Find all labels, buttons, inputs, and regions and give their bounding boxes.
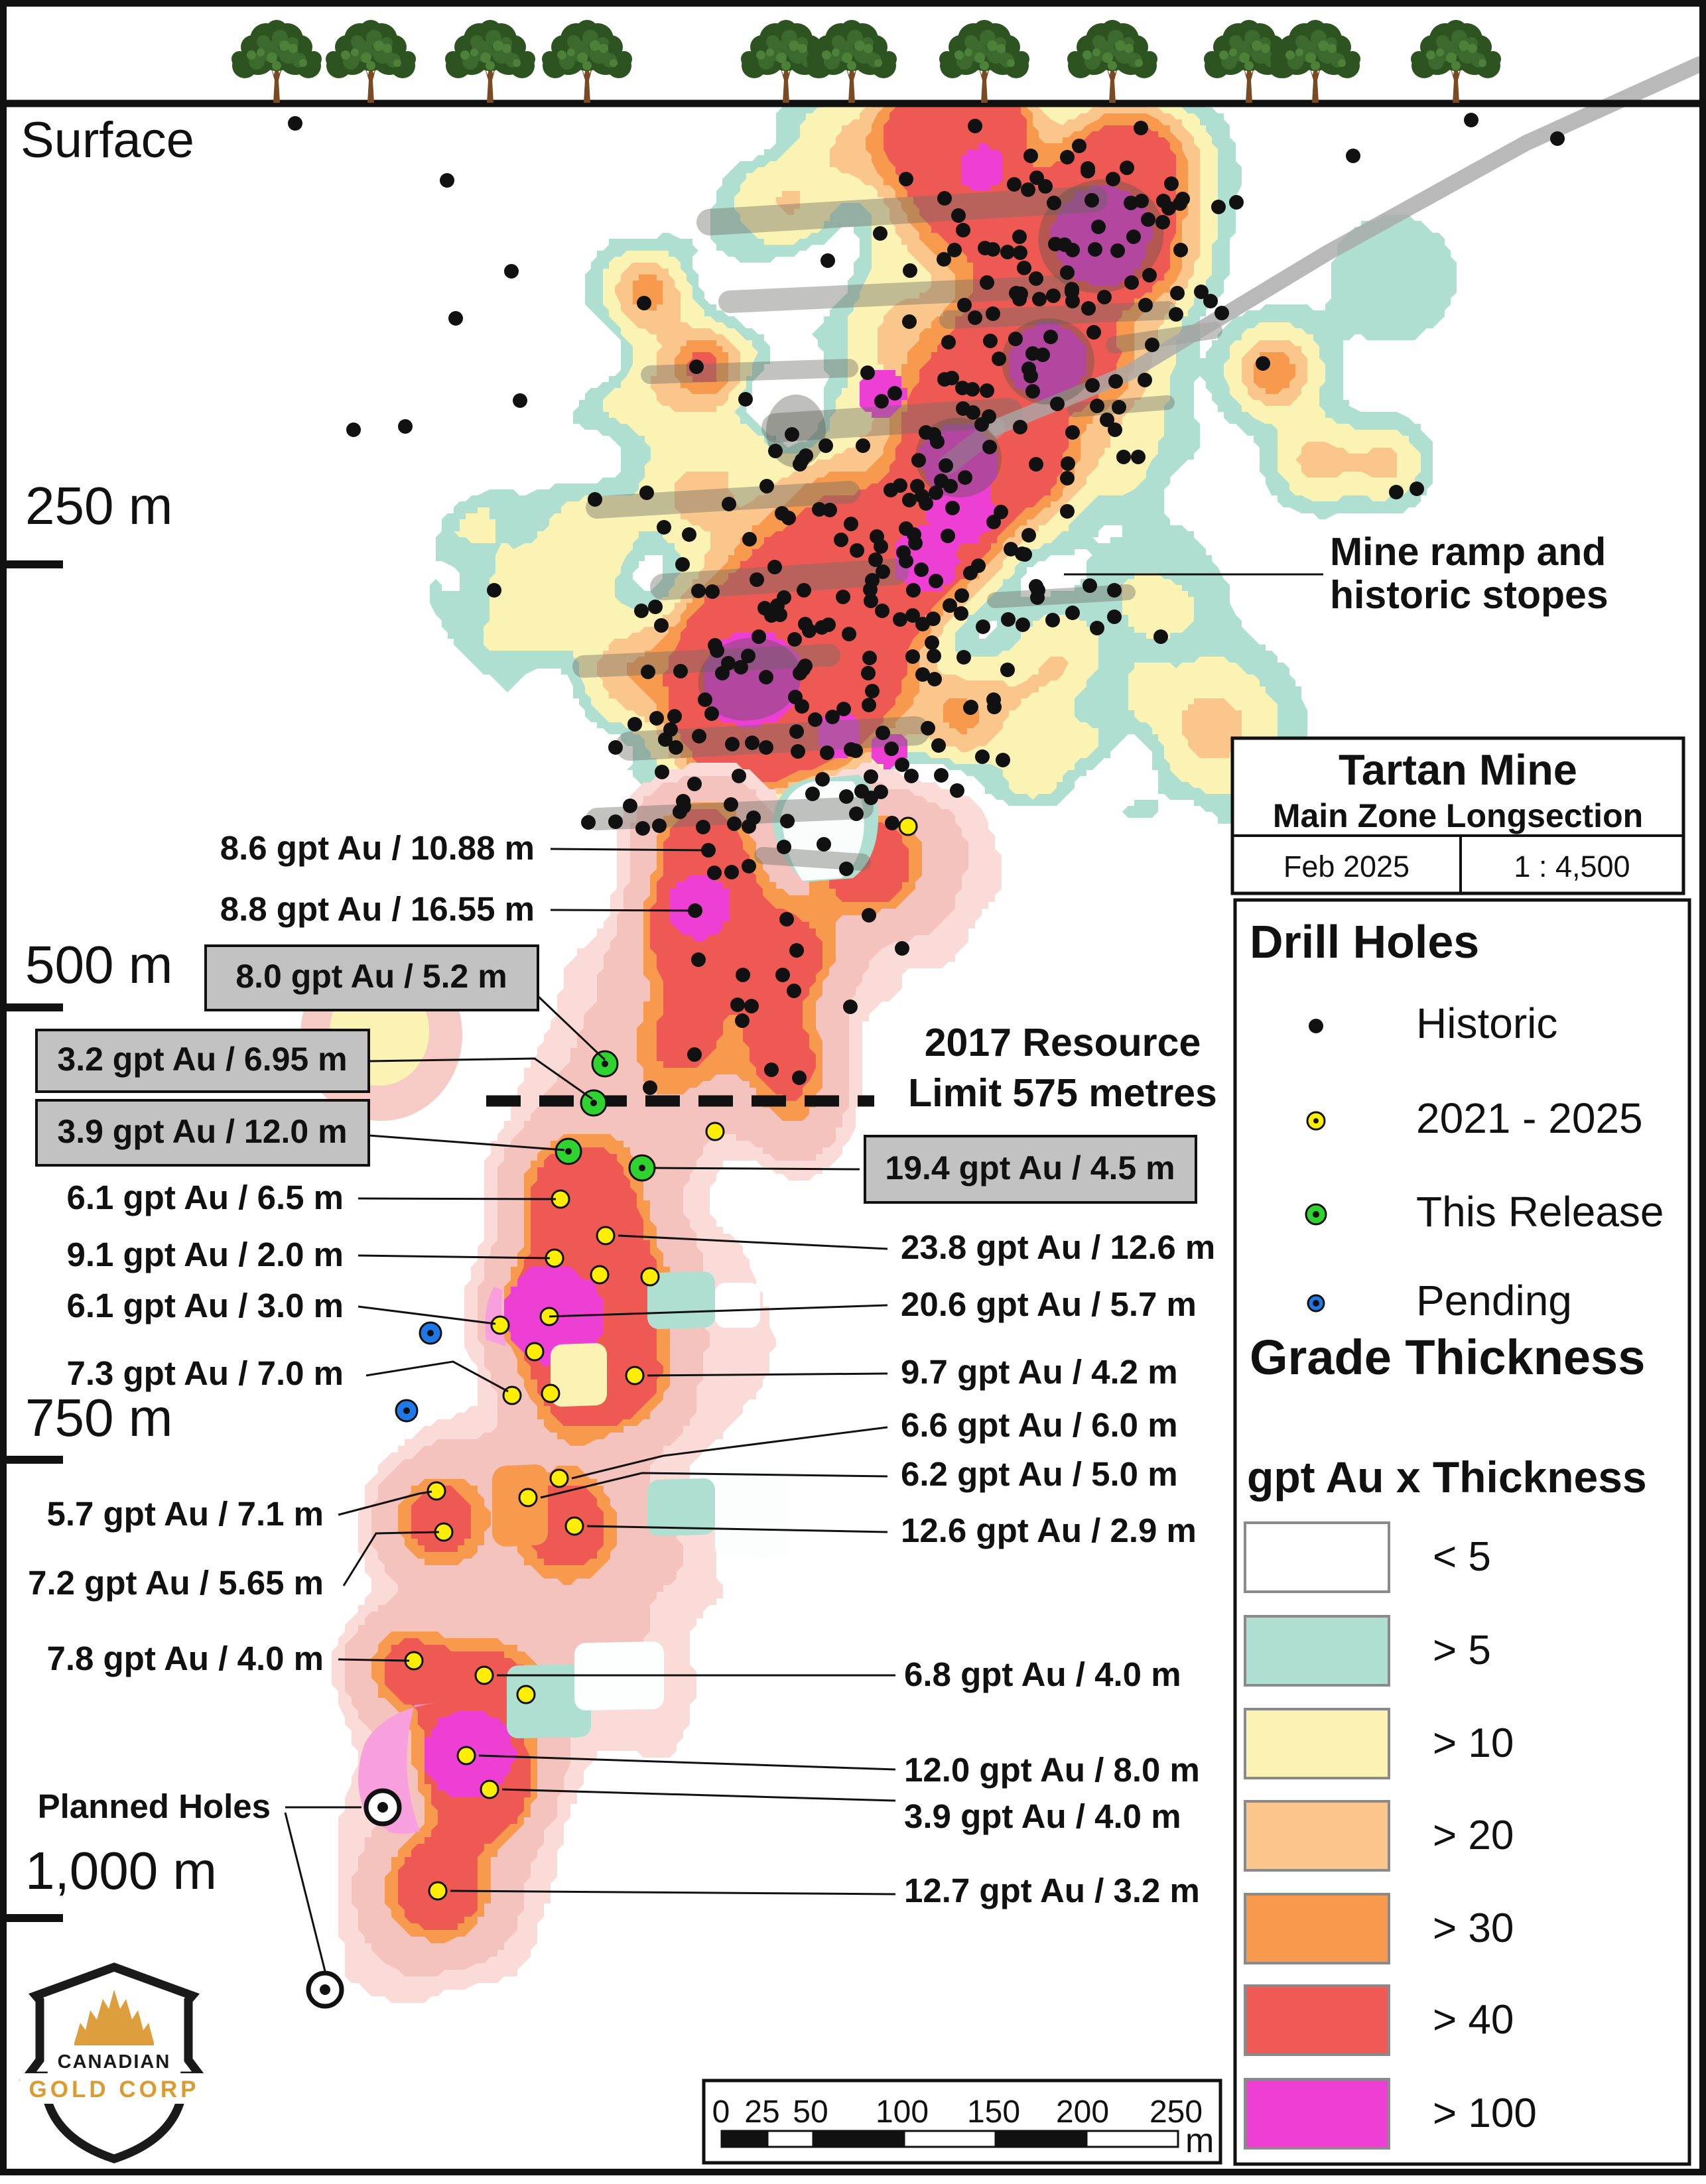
- svg-text:Drill Holes: Drill Holes: [1250, 916, 1479, 968]
- svg-text:8.6 gpt Au / 10.88 m: 8.6 gpt Au / 10.88 m: [220, 829, 535, 867]
- svg-text:7.2 gpt Au / 5.65 m: 7.2 gpt Au / 5.65 m: [28, 1564, 324, 1602]
- svg-text:8.0 gpt Au / 5.2 m: 8.0 gpt Au / 5.2 m: [235, 958, 507, 995]
- svg-text:Grade Thickness: Grade Thickness: [1250, 1330, 1645, 1385]
- svg-text:150: 150: [967, 2094, 1020, 2130]
- svg-text:25: 25: [744, 2094, 779, 2130]
- svg-text:200: 200: [1056, 2094, 1109, 2130]
- svg-text:100: 100: [876, 2094, 929, 2130]
- svg-text:8.8 gpt Au / 16.55 m: 8.8 gpt Au / 16.55 m: [220, 890, 535, 928]
- svg-text:19.4 gpt Au / 4.5 m: 19.4 gpt Au / 4.5 m: [885, 1149, 1175, 1187]
- svg-text:250: 250: [1149, 2094, 1203, 2130]
- svg-text:Historic: Historic: [1416, 999, 1557, 1047]
- svg-text:0: 0: [712, 2094, 730, 2130]
- svg-text:Feb 2025: Feb 2025: [1283, 850, 1410, 883]
- svg-text:50: 50: [793, 2094, 828, 2130]
- svg-text:m: m: [1185, 2122, 1214, 2160]
- svg-text:23.8 gpt Au / 12.6 m: 23.8 gpt Au / 12.6 m: [901, 1228, 1215, 1266]
- svg-text:7.3 gpt Au / 7.0 m: 7.3 gpt Au / 7.0 m: [66, 1354, 344, 1392]
- svg-text:< 5: < 5: [1433, 1534, 1491, 1580]
- svg-text:> 40: > 40: [1433, 1997, 1514, 2043]
- svg-text:2017 Resource: 2017 Resource: [925, 1021, 1201, 1064]
- svg-text:12.7 gpt Au / 3.2 m: 12.7 gpt Au / 3.2 m: [904, 1872, 1200, 1909]
- svg-text:6.1 gpt Au / 3.0 m: 6.1 gpt Au / 3.0 m: [66, 1287, 344, 1324]
- svg-text:CANADIAN: CANADIAN: [58, 2051, 171, 2073]
- svg-text:Tartan Mine: Tartan Mine: [1339, 745, 1577, 794]
- svg-text:Main Zone Longsection: Main Zone Longsection: [1273, 797, 1643, 834]
- svg-text:6.2 gpt Au / 5.0 m: 6.2 gpt Au / 5.0 m: [901, 1455, 1178, 1493]
- svg-text:250 m: 250 m: [25, 476, 172, 535]
- svg-text:Surface: Surface: [21, 112, 194, 168]
- svg-text:> 10: > 10: [1433, 1720, 1514, 1766]
- svg-text:6.6 gpt Au / 6.0 m: 6.6 gpt Au / 6.0 m: [901, 1406, 1178, 1444]
- svg-text:Limit 575 metres: Limit 575 metres: [908, 1071, 1217, 1115]
- svg-text:9.7 gpt Au / 4.2 m: 9.7 gpt Au / 4.2 m: [901, 1353, 1178, 1391]
- svg-text:Pending: Pending: [1416, 1277, 1572, 1324]
- svg-text:This Release: This Release: [1416, 1188, 1664, 1236]
- svg-text:1,000 m: 1,000 m: [25, 1841, 217, 1900]
- svg-text:1 : 4,500: 1 : 4,500: [1514, 850, 1630, 883]
- svg-text:3.9 gpt Au / 4.0 m: 3.9 gpt Au / 4.0 m: [904, 1797, 1181, 1835]
- svg-text:6.1 gpt Au / 6.5 m: 6.1 gpt Au / 6.5 m: [66, 1179, 344, 1216]
- svg-text:7.8 gpt Au / 4.0 m: 7.8 gpt Au / 4.0 m: [46, 1639, 324, 1677]
- svg-text:historic stopes: historic stopes: [1330, 573, 1608, 617]
- svg-text:12.6 gpt Au / 2.9 m: 12.6 gpt Au / 2.9 m: [901, 1511, 1197, 1549]
- svg-text:Mine ramp and: Mine ramp and: [1330, 530, 1606, 574]
- svg-text:Planned Holes: Planned Holes: [38, 1787, 271, 1825]
- svg-text:> 20: > 20: [1433, 1813, 1514, 1858]
- svg-text:gpt Au x Thickness: gpt Au x Thickness: [1247, 1452, 1647, 1502]
- svg-text:500 m: 500 m: [25, 935, 172, 994]
- svg-text:20.6 gpt Au / 5.7 m: 20.6 gpt Au / 5.7 m: [901, 1285, 1197, 1323]
- svg-text:> 30: > 30: [1433, 1905, 1514, 1951]
- svg-text:6.8 gpt Au / 4.0 m: 6.8 gpt Au / 4.0 m: [904, 1655, 1181, 1693]
- svg-text:3.9 gpt Au / 12.0 m: 3.9 gpt Au / 12.0 m: [57, 1113, 347, 1150]
- svg-text:5.7 gpt Au / 7.1 m: 5.7 gpt Au / 7.1 m: [46, 1495, 324, 1533]
- svg-text:9.1 gpt Au / 2.0 m: 9.1 gpt Au / 2.0 m: [66, 1236, 344, 1273]
- svg-text:GOLD CORP: GOLD CORP: [29, 2077, 200, 2102]
- svg-text:750 m: 750 m: [25, 1388, 172, 1447]
- svg-text:> 5: > 5: [1433, 1628, 1491, 1673]
- svg-text:2021 - 2025: 2021 - 2025: [1416, 1094, 1643, 1142]
- svg-text:12.0 gpt Au / 8.0 m: 12.0 gpt Au / 8.0 m: [904, 1751, 1200, 1789]
- svg-text:> 100: > 100: [1433, 2090, 1537, 2136]
- svg-text:3.2 gpt Au / 6.95 m: 3.2 gpt Au / 6.95 m: [57, 1041, 347, 1078]
